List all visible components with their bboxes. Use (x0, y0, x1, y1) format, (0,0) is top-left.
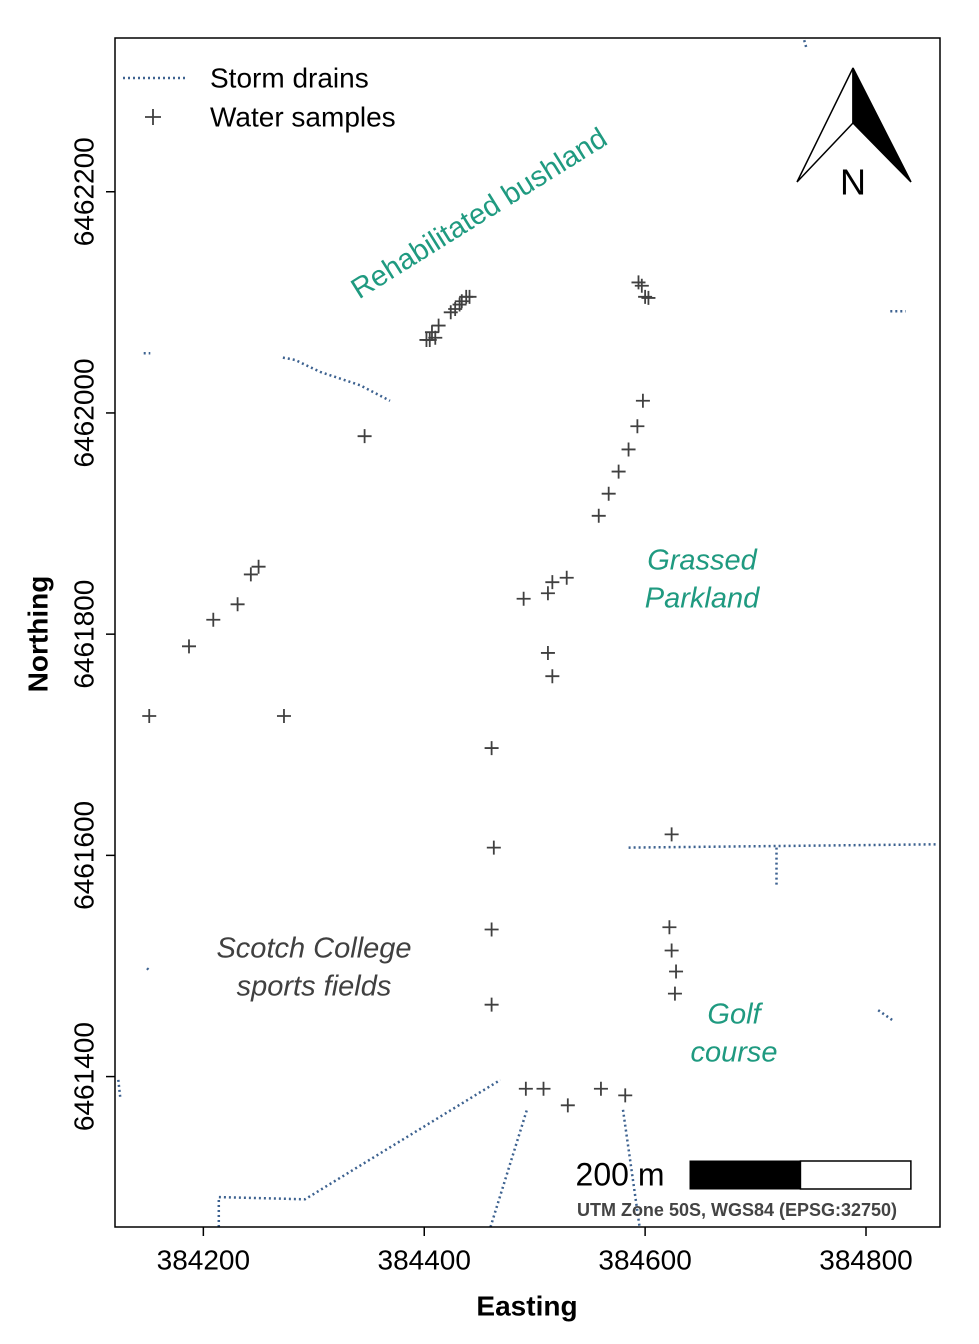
y-axis-title: Northing (22, 576, 53, 693)
water-sample (635, 393, 650, 408)
x-tick-label: 384400 (378, 1244, 471, 1275)
water-sample (545, 575, 560, 590)
water-sample (540, 586, 555, 601)
water-sample (243, 567, 258, 582)
water-sample (484, 741, 499, 756)
y-tick-label: 6462200 (68, 137, 99, 246)
north-arrow-right (852, 67, 912, 183)
y-tick-label: 6461400 (68, 1022, 99, 1131)
water-sample (560, 1098, 575, 1113)
water-sample (251, 559, 266, 574)
water-sample (601, 486, 616, 501)
north-label: N (840, 162, 866, 203)
water-sample (559, 570, 574, 585)
water-sample (630, 419, 645, 434)
water-sample (431, 318, 446, 333)
plot-area (117, 39, 938, 1227)
area-label: Golf (707, 999, 763, 1031)
legend-label: Storm drains (210, 62, 369, 93)
water-sample (621, 442, 636, 457)
water-sample (631, 275, 646, 290)
water-sample (591, 508, 606, 523)
storm-drain (117, 39, 938, 1227)
legend: Storm drains Water samples (116, 40, 431, 152)
water-sample (667, 986, 682, 1001)
legend-background (116, 40, 431, 152)
water-sample (452, 297, 467, 312)
water-sample (611, 464, 626, 479)
y-tick-label: 6461600 (68, 801, 99, 910)
frame (114, 37, 941, 1228)
water-sample (230, 597, 245, 612)
y-tick-label: 6461800 (68, 580, 99, 689)
water-sample (664, 827, 679, 842)
area-label: course (690, 1037, 777, 1069)
water-sample (638, 289, 653, 304)
water-sample (206, 612, 221, 627)
crs-label: UTM Zone 50S, WGS84 (EPSG:32750) (577, 1200, 897, 1220)
legend-label: Water samples (210, 101, 396, 132)
water-sample (664, 943, 679, 958)
x-tick-label: 384600 (598, 1244, 691, 1275)
water-sample (536, 1081, 551, 1096)
water-sample (641, 290, 656, 305)
x-tick-label: 384800 (819, 1244, 912, 1275)
water-sample (276, 709, 291, 724)
north-arrow: N (796, 67, 912, 203)
water-sample (516, 591, 531, 606)
y-tick-label: 6462000 (68, 358, 99, 467)
water-sample (484, 922, 499, 937)
water-sample (486, 840, 501, 855)
area-label: Scotch College (216, 933, 411, 965)
scale-label: 200 m (576, 1156, 665, 1192)
x-axis-title: Easting (476, 1290, 577, 1321)
water-sample (142, 709, 157, 724)
water-sample (540, 645, 555, 660)
water-sample (484, 997, 499, 1012)
water-sample (518, 1081, 533, 1096)
scale-bar-black (689, 1160, 801, 1190)
area-label: sports fields (237, 971, 392, 1003)
water-sample (669, 964, 684, 979)
water-sample (593, 1081, 608, 1096)
water-sample (357, 429, 372, 444)
legend-key (145, 109, 161, 125)
water-sample (424, 325, 439, 340)
water-sample (181, 639, 196, 654)
water-sample (545, 669, 560, 684)
area-label: Parkland (645, 583, 760, 615)
water-sample (462, 289, 477, 304)
scale-bar-white (799, 1160, 912, 1190)
area-label: Grassed (647, 545, 757, 577)
water-sample (634, 278, 649, 293)
water-sample (662, 920, 677, 935)
x-tick-label: 384200 (157, 1244, 250, 1275)
water-sample (618, 1088, 633, 1103)
